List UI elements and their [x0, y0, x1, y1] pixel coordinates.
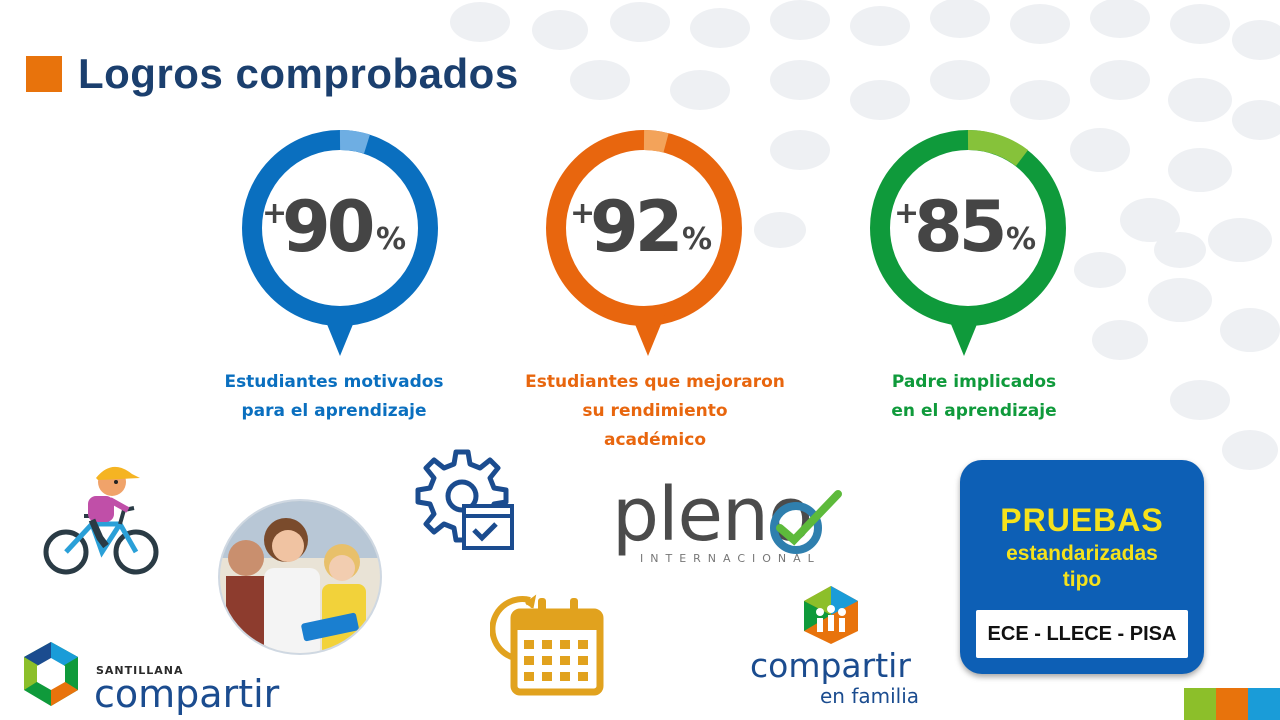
- badge-tests-list: ECE - LLECE - PISA: [987, 623, 1177, 645]
- corner-square-orange: [1216, 688, 1248, 720]
- gear-check-icon: [415, 449, 514, 550]
- stat-3-unit: %: [1006, 222, 1037, 257]
- stat-2-caption-line: académico: [603, 430, 707, 450]
- stat-3-plus: +: [894, 196, 920, 231]
- compartir-familia-subtitle: en familia: [820, 684, 920, 708]
- stat-3-caption-line: Padre implicados: [891, 372, 1057, 392]
- corner-square-green: [1184, 688, 1216, 720]
- santillana-compartir-name: compartir: [94, 672, 280, 716]
- stat-2-value: 92: [590, 186, 683, 268]
- page-title: Logros comprobados: [78, 50, 519, 97]
- badge-tests-bar: ECE - LLECE - PISA: [976, 610, 1188, 658]
- stat-2-unit: %: [682, 222, 713, 257]
- calendar-clock-icon: [490, 594, 604, 696]
- pleno-logo-subtitle: INTERNACIONAL: [640, 552, 821, 565]
- bicycle-child-icon: [43, 466, 159, 575]
- stat-1-value: 90: [282, 186, 375, 268]
- pruebas-badge: PRUEBAS estandarizadas tipo ECE - LLECE …: [960, 460, 1204, 674]
- stat-3-caption-line: en el aprendizaje: [891, 401, 1057, 421]
- compartir-familia-name: compartir: [750, 646, 911, 685]
- title-marker: [26, 56, 62, 92]
- stat-1-unit: %: [376, 222, 407, 257]
- badge-type: tipo: [1062, 568, 1102, 591]
- stat-2-caption-line: su rendimiento: [582, 401, 728, 421]
- classroom-photo: [218, 499, 382, 655]
- stat-3-value: 85: [914, 186, 1007, 268]
- stat-1-caption-line: para el aprendizaje: [241, 401, 427, 421]
- badge-title: PRUEBAS: [1000, 502, 1164, 538]
- pleno-check-icon: [770, 490, 842, 554]
- compartir-familia-emblem: [804, 586, 858, 644]
- stat-1-caption-line: Estudiantes motivados: [224, 372, 444, 392]
- stat-ring-parents-involved: [870, 129, 1066, 356]
- stat-2-caption-line: Estudiantes que mejoraron: [525, 372, 785, 392]
- stat-1-plus: +: [262, 196, 288, 231]
- santillana-brand: SANTILLANA: [96, 664, 184, 677]
- stat-2-plus: +: [570, 196, 596, 231]
- santillana-compartir-emblem: [24, 642, 78, 706]
- corner-square-blue: [1248, 688, 1280, 720]
- stat-ring-students-improved: [546, 130, 742, 356]
- stat-ring-students-motivated: [242, 130, 438, 356]
- badge-subtitle: estandarizadas: [1006, 542, 1158, 565]
